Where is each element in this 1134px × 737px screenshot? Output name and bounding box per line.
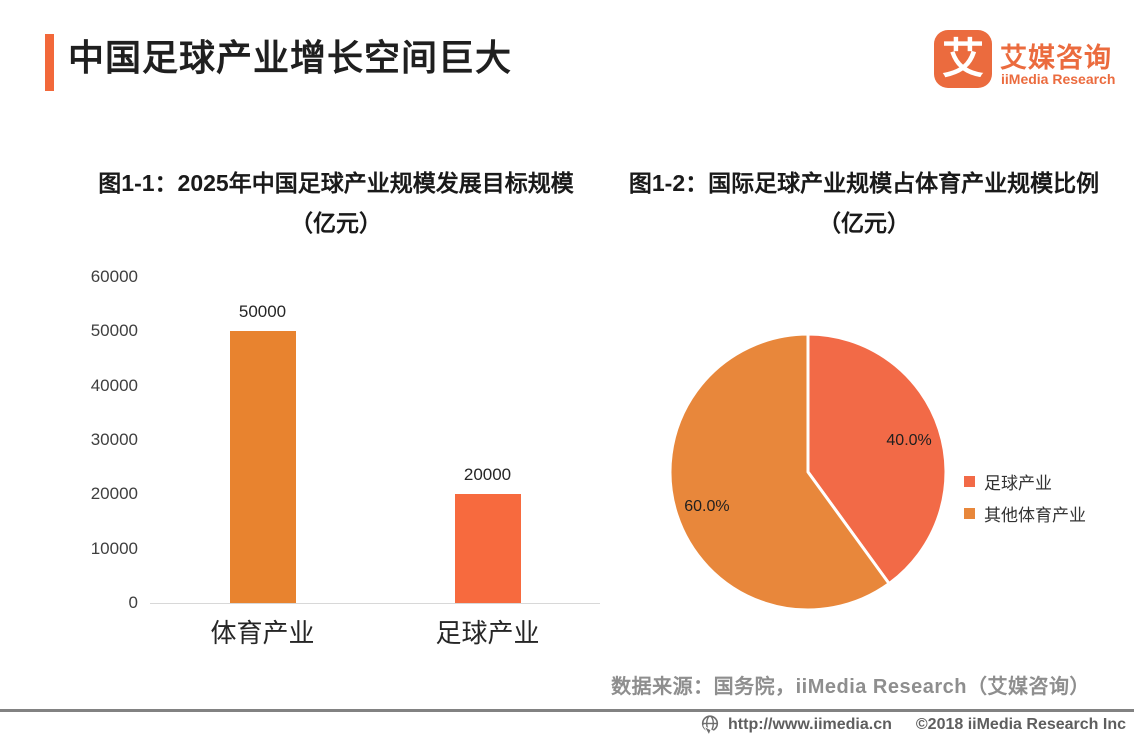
pie-chart-title: 图1-2：国际足球产业规模占体育产业规模比例 （亿元） [614,168,1114,238]
globe-icon [701,715,719,736]
legend-swatch [964,507,975,519]
bar [454,494,521,603]
title-accent-bar [45,34,54,91]
y-tick-label: 0 [128,593,138,612]
logo-name-en: iiMedia Research [1001,71,1116,87]
footer-url: http://www.iimedia.cn [728,716,892,733]
bar-chart-title-text: 图1-1：2025年中国足球产业规模发展目标规模 [98,170,574,196]
y-tick-label: 50000 [90,321,138,341]
pie-chart-title-text: 图1-2：国际足球产业规模占体育产业规模比例 [628,170,1100,196]
y-tick-label: 30000 [90,430,138,449]
bar-chart-unit-label: （亿元） [290,210,382,236]
pie-slice-label: 60.0% [684,498,729,515]
footer-divider [0,709,1134,712]
bar-value-label: 50000 [238,302,287,322]
bar-chart: 60000 50000 40000 30000 20000 10000 0 50000 体育产业… [90,267,605,648]
pie-chart: 40.0% 60.0% [668,332,948,612]
pie-chart-unit-label: （亿元） [818,210,910,236]
footer-copyright: ©2018 iiMedia Research Inc [915,716,1126,733]
y-tick-label: 10000 [90,538,138,558]
iimedia-logo-icon: 艾 [934,30,992,88]
source-note: 数据来源：国务院，iiMedia Research（艾媒咨询） [611,676,1090,698]
legend-swatch [964,475,975,487]
bar [229,331,296,603]
y-tick-label: 20000 [90,484,138,504]
x-category-label: 体育产业 [210,618,315,648]
pie-slice [668,332,891,612]
x-category-label: 足球产业 [435,618,540,648]
logo-name-cn: 艾媒咨询 [1000,43,1112,73]
x-axis-line [150,603,600,604]
legend-item: 足球产业 [964,470,1086,493]
legend-item: 其他体育产业 [964,502,1086,525]
pie-legend: 足球产业其他体育产业 [964,470,1086,534]
footer: http://www.iimedia.cn ©2018 iiMedia Rese… [699,714,1126,736]
pie-slice-label: 40.0% [886,432,931,449]
y-tick-label: 40000 [90,375,138,395]
bar-chart-title: 图1-1：2025年中国足球产业规模发展目标规模 （亿元） [86,168,586,238]
page-title: 中国足球产业增长空间巨大 [68,37,513,78]
pie-slice [806,332,948,586]
legend-label: 足球产业 [984,473,1052,493]
y-tick-label: 60000 [90,267,138,286]
legend-label: 其他体育产业 [984,505,1086,525]
bar-value-label: 20000 [463,465,512,485]
